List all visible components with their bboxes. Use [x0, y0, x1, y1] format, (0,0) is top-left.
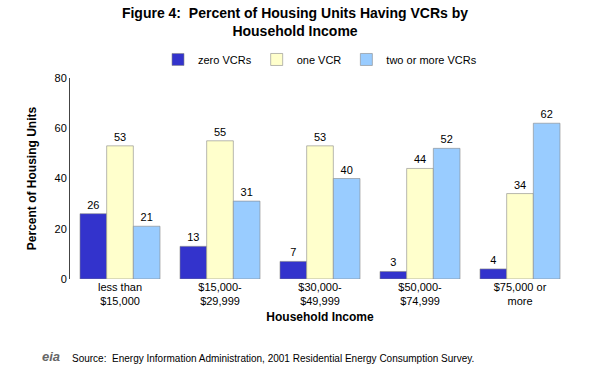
svg-text:44: 44 — [414, 153, 426, 165]
svg-text:62: 62 — [541, 108, 553, 120]
svg-text:34: 34 — [514, 179, 526, 191]
svg-text:$15,000-$29,999: $15,000-$29,999 — [198, 281, 242, 307]
svg-text:0: 0 — [61, 273, 67, 285]
svg-text:40: 40 — [341, 164, 353, 176]
svg-text:Source: Energy Information Ad: Source: Energy Information Administratio… — [72, 353, 474, 364]
svg-text:Household Income: Household Income — [266, 310, 374, 324]
svg-text:$30,000-$49,999: $30,000-$49,999 — [298, 281, 342, 307]
svg-text:3: 3 — [390, 256, 396, 268]
svg-text:55: 55 — [214, 126, 226, 138]
svg-text:Percent of Housing Units: Percent of Housing Units — [25, 107, 39, 251]
svg-text:53: 53 — [314, 131, 326, 143]
svg-text:$50,000-$74,999: $50,000-$74,999 — [398, 281, 442, 307]
svg-text:two or more VCRs: two or more VCRs — [386, 54, 476, 66]
svg-text:7: 7 — [290, 246, 296, 258]
svg-text:53: 53 — [114, 131, 126, 143]
svg-text:less than$15,000: less than$15,000 — [98, 281, 142, 307]
svg-text:Figure 4: Percent of Housing: Figure 4: Percent of Housing Units Havin… — [122, 5, 468, 39]
svg-text:60: 60 — [55, 122, 67, 134]
svg-text:20: 20 — [55, 223, 67, 235]
svg-text:40: 40 — [55, 172, 67, 184]
svg-text:13: 13 — [187, 231, 199, 243]
svg-text:21: 21 — [141, 211, 153, 223]
svg-text:26: 26 — [87, 199, 99, 211]
svg-text:$75,000 ormore: $75,000 ormore — [494, 281, 547, 307]
svg-text:one VCR: one VCR — [297, 54, 342, 66]
svg-text:zero VCRs: zero VCRs — [198, 54, 252, 66]
svg-text:52: 52 — [441, 133, 453, 145]
svg-text:4: 4 — [490, 254, 496, 266]
svg-text:eia: eia — [42, 349, 60, 364]
svg-text:80: 80 — [55, 72, 67, 84]
svg-text:31: 31 — [241, 186, 253, 198]
